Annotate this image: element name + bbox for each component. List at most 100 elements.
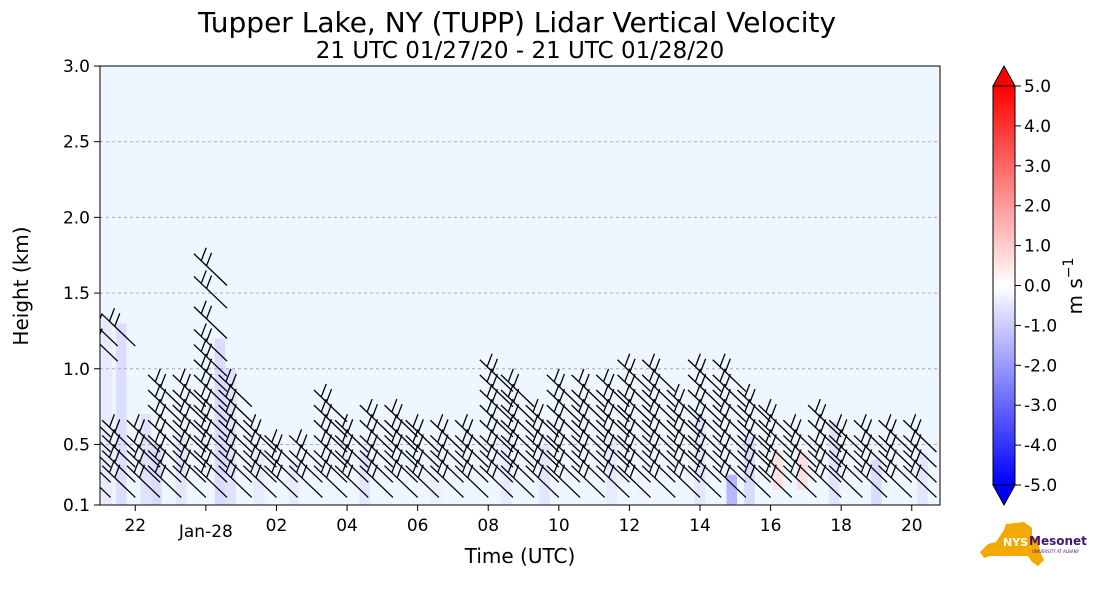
wind-barb-flag <box>320 383 327 398</box>
wind-barb <box>193 247 228 286</box>
wind-barb <box>242 414 277 453</box>
colorbar-extend-min <box>992 484 1016 507</box>
wind-barb-staff <box>454 419 489 453</box>
wind-barb-staff <box>641 404 676 438</box>
wind-barb-flag <box>200 338 207 352</box>
wind-barb-staff <box>147 419 182 453</box>
wind-barb-flag <box>114 419 121 433</box>
x-tick-label: 16 <box>760 516 782 536</box>
wind-barb-staff <box>782 434 817 468</box>
wind-barb-flag <box>885 414 892 428</box>
wind-barb-staff <box>641 389 676 423</box>
wind-barb-flag <box>608 373 615 388</box>
wind-barb-staff <box>737 404 772 438</box>
wind-barb-staff <box>172 389 207 423</box>
wind-barb-staff <box>758 404 793 438</box>
wind-barb-staff <box>853 450 888 483</box>
wind-barb-flag <box>820 403 827 418</box>
wind-barb-staff <box>313 419 348 453</box>
wind-barb-staff <box>712 374 747 408</box>
wind-barb-staff <box>617 465 652 498</box>
wind-barb-flag <box>179 368 186 383</box>
wind-barb-flag <box>890 419 897 433</box>
wind-barb-flag <box>325 388 333 403</box>
wind-barb-flag <box>347 419 354 433</box>
x-tick-label: 18 <box>830 516 852 536</box>
wind-barb-flag <box>100 313 103 321</box>
colorbar-tick-label: -4.0 <box>1024 436 1057 456</box>
wind-barb-flag <box>295 429 303 443</box>
wind-barb-staff <box>479 450 514 483</box>
x-tick-label: 02 <box>266 516 288 536</box>
wind-barb-staff <box>595 374 630 408</box>
x-tick-label: 10 <box>548 516 570 536</box>
wind-barb-flag <box>200 270 207 284</box>
wind-barb-staff <box>147 465 182 498</box>
wind-barb <box>782 414 817 453</box>
wind-barb <box>90 465 112 498</box>
wind-barb-flag <box>366 398 373 413</box>
wind-barb-staff <box>147 434 182 468</box>
y-tick-label: 0.5 <box>63 435 90 455</box>
wind-barb-staff <box>687 419 722 453</box>
wind-barb-staff <box>500 374 535 408</box>
wind-barb-staff <box>500 434 535 468</box>
wind-barb-staff <box>687 465 722 498</box>
wind-barb-flag <box>90 465 95 478</box>
wind-barb-flag <box>108 308 116 322</box>
wind-barb-staff <box>828 419 863 453</box>
wind-barb-flag <box>578 368 585 383</box>
wind-barb-staff <box>384 404 419 438</box>
wind-barb-staff <box>500 465 535 498</box>
wind-barb-staff <box>666 419 701 453</box>
velocity-cell <box>101 315 113 505</box>
wind-barb-staff <box>617 404 652 438</box>
wind-barb <box>687 353 722 392</box>
wind-barb-staff <box>902 434 937 468</box>
wind-barb <box>218 368 253 408</box>
wind-barb-staff <box>546 434 581 468</box>
wind-barb-staff <box>479 465 514 498</box>
velocity-cell <box>539 444 550 505</box>
wind-barb-staff <box>500 419 535 453</box>
velocity-cell <box>151 444 162 505</box>
wind-barb-staff <box>595 465 630 498</box>
y-axis-label: Height (km) <box>9 226 33 345</box>
wind-barb-staff <box>878 419 913 453</box>
wind-barb-staff <box>218 465 253 498</box>
wind-barb-flag <box>835 414 843 428</box>
wind-barb-flag <box>841 419 848 433</box>
wind-barb-staff <box>758 450 793 483</box>
wind-barb-staff <box>264 450 299 483</box>
wind-barb-staff <box>172 419 207 453</box>
plot-area <box>85 65 941 506</box>
wind-barb-staff <box>782 465 817 498</box>
wind-barb-staff <box>641 450 676 483</box>
y-tick-label: 1.5 <box>63 284 90 304</box>
wind-barb-flag <box>225 368 232 383</box>
wind-barb-flag <box>90 419 95 432</box>
wind-barb-flag <box>108 414 116 428</box>
nys-mesonet-logo: NYS Mesonet UNIVERSITY AT ALBANY <box>980 522 1087 566</box>
wind-barb-staff <box>313 389 348 423</box>
wind-barb-staff <box>172 434 207 468</box>
velocity-cell <box>828 421 840 505</box>
wind-barb <box>405 414 440 453</box>
wind-barb <box>454 414 489 453</box>
wind-barb-staff <box>218 419 253 453</box>
wind-barb-staff <box>853 434 888 468</box>
wind-barb-staff <box>242 434 277 468</box>
y-tick-label: 1.0 <box>63 360 90 380</box>
wind-barb-staff <box>687 374 722 408</box>
wind-barb-flag <box>85 414 90 427</box>
x-tick-label: 22 <box>124 516 146 536</box>
wind-barb-staff <box>101 465 136 498</box>
wind-barb-flag <box>90 404 95 417</box>
wind-barb <box>546 368 581 408</box>
wind-barb-staff <box>758 434 793 468</box>
wind-barb-staff <box>101 434 136 468</box>
wind-barb-staff <box>172 465 207 498</box>
wind-barb-flag <box>700 358 707 373</box>
wind-barb-flag <box>276 434 283 448</box>
wind-barb-flag <box>133 414 140 428</box>
